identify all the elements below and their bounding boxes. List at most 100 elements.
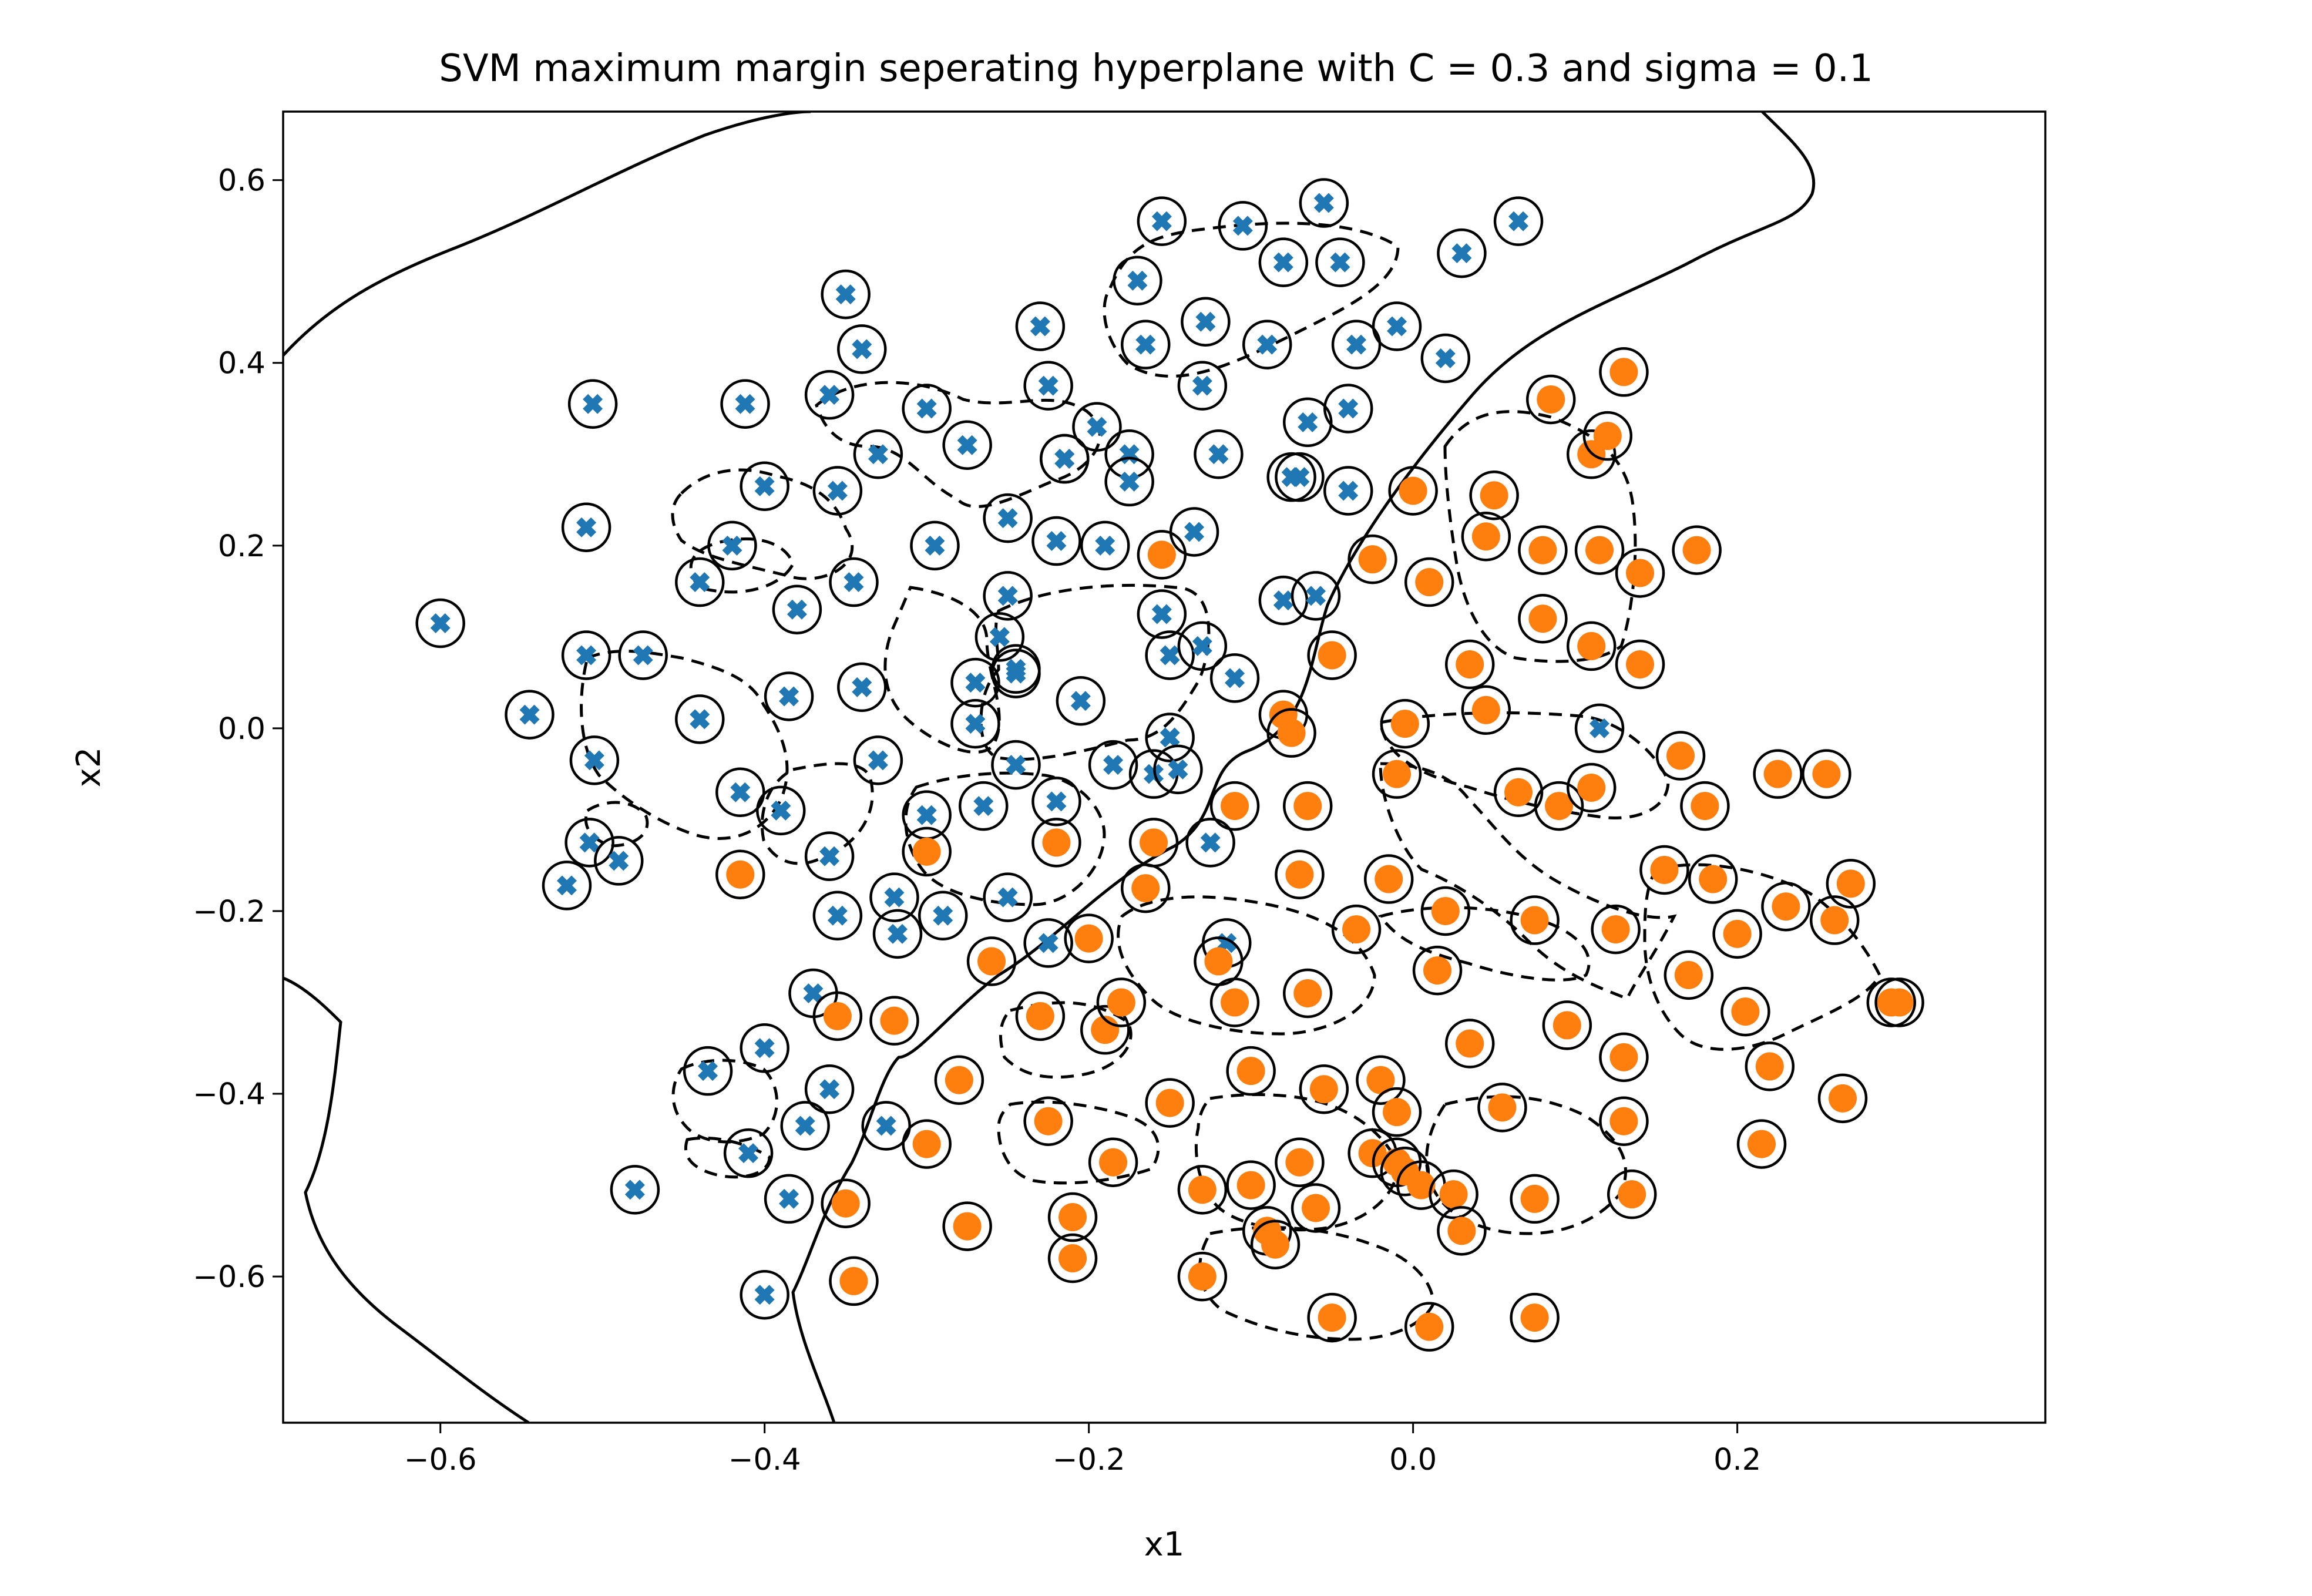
class-x-point: [576, 645, 597, 666]
support-vector-ring: [1566, 621, 1617, 671]
support-vector-ring: [1874, 977, 1924, 1027]
class-x-point: [1508, 211, 1529, 231]
class-x-point: [609, 851, 629, 871]
support-vector-ring: [1323, 466, 1373, 516]
class-o-point: [1609, 358, 1638, 387]
class-x-point: [1095, 535, 1115, 556]
support-vector-ring: [1826, 859, 1876, 909]
support-vector-ring: [1266, 452, 1316, 502]
class-o-point: [1731, 997, 1760, 1026]
margin-line: [997, 1100, 1160, 1185]
support-vector-ring: [1412, 945, 1463, 996]
class-x-point: [1160, 645, 1180, 666]
support-vector-ring: [902, 384, 952, 434]
class-x-point: [584, 750, 604, 771]
class-o-point: [880, 1006, 909, 1035]
support-vector-ring: [1113, 256, 1162, 305]
support-vector-ring: [1218, 201, 1268, 251]
support-vector-ring: [756, 785, 806, 836]
support-vector-ring: [505, 690, 555, 740]
support-vector-ring: [837, 662, 887, 713]
support-vector-ring: [1404, 557, 1454, 607]
class-x-point: [1232, 216, 1253, 236]
support-vector-ring: [610, 1165, 660, 1215]
support-vector-ring: [1363, 854, 1414, 904]
class-x-point: [819, 846, 840, 866]
class-o-point: [1626, 559, 1655, 587]
support-vector-ring: [1266, 708, 1316, 758]
class-x-point: [1273, 252, 1293, 273]
class-o-point: [1650, 855, 1679, 884]
class-o-point: [1609, 1043, 1638, 1071]
support-vector-ring: [567, 379, 618, 429]
class-o-point: [1520, 1303, 1549, 1332]
class-o-point: [1577, 773, 1606, 802]
class-o-point: [1471, 695, 1500, 724]
x-tick-label: −0.4: [728, 1443, 801, 1477]
support-vector-ring: [1291, 1183, 1341, 1233]
class-x-point: [690, 572, 710, 593]
support-vector-ring: [1226, 1160, 1276, 1210]
margin-line: [1377, 906, 1591, 982]
class-o-point: [1674, 960, 1703, 989]
support-vector-ring: [715, 767, 765, 818]
class-o-point: [1423, 956, 1452, 985]
support-vector-ring: [959, 781, 1009, 831]
class-o-point: [1836, 869, 1865, 898]
support-vector-ring: [950, 698, 1000, 749]
support-vector-ring: [1047, 1192, 1098, 1242]
margin-line: [1379, 762, 1677, 1001]
class-o-point: [1155, 1088, 1184, 1117]
class-o-point: [1318, 1303, 1346, 1332]
margin-line: [1198, 1226, 1435, 1341]
support-vector-ring: [1291, 571, 1341, 621]
support-vector-ring: [1866, 977, 1917, 1027]
support-vector-ring: [1372, 749, 1422, 799]
class-x-point: [735, 394, 755, 414]
class-x-point: [576, 517, 597, 537]
support-vector-ring: [780, 1101, 830, 1151]
class-x-point: [1006, 755, 1026, 775]
support-vector-ring: [1437, 1206, 1487, 1256]
support-vector-ring: [804, 1064, 855, 1114]
class-o-point: [1188, 1175, 1217, 1204]
y-tick-label: 0.6: [218, 164, 266, 199]
class-x-point: [827, 481, 848, 501]
support-vector-ring: [1510, 1292, 1560, 1343]
support-vector-ring: [1331, 904, 1382, 955]
class-o-point: [1366, 1066, 1395, 1094]
class-o-point: [1885, 988, 1914, 1017]
support-vector-ring: [1104, 456, 1154, 507]
support-vector-ring: [902, 826, 952, 877]
support-vector-ring: [1615, 548, 1665, 598]
class-o-point: [1342, 915, 1371, 944]
class-x-point: [1451, 243, 1472, 264]
support-vector-ring: [1664, 950, 1714, 1000]
class-x-point: [1006, 663, 1026, 684]
support-vector-ring: [1177, 621, 1228, 671]
class-x-point: [1127, 270, 1148, 291]
support-vector-ring: [1275, 849, 1325, 900]
support-vector-ring: [1275, 452, 1325, 502]
support-vector-ring: [1372, 301, 1422, 351]
class-x-point: [997, 887, 1018, 908]
support-vector-ring: [542, 861, 592, 910]
class-x-point: [844, 572, 864, 593]
support-vector-ring: [812, 991, 863, 1041]
support-vector-ring: [1599, 1032, 1649, 1083]
support-vector-ring: [1283, 781, 1333, 831]
margin-line: [1425, 1095, 1627, 1235]
y-tick-label: −0.6: [193, 1260, 266, 1295]
class-x-point: [852, 339, 872, 359]
class-o-point: [1058, 1203, 1087, 1232]
class-x-point: [738, 1143, 759, 1164]
support-vector-ring: [1574, 703, 1625, 754]
support-vector-ring: [561, 630, 611, 680]
class-x-point: [1038, 375, 1058, 396]
class-x-point: [1192, 375, 1212, 396]
class-x-point: [819, 385, 840, 405]
support-vector-ring: [902, 1119, 952, 1169]
margin-line: [1379, 711, 1670, 819]
class-x-point: [1257, 334, 1278, 355]
class-x-point: [1195, 311, 1216, 332]
